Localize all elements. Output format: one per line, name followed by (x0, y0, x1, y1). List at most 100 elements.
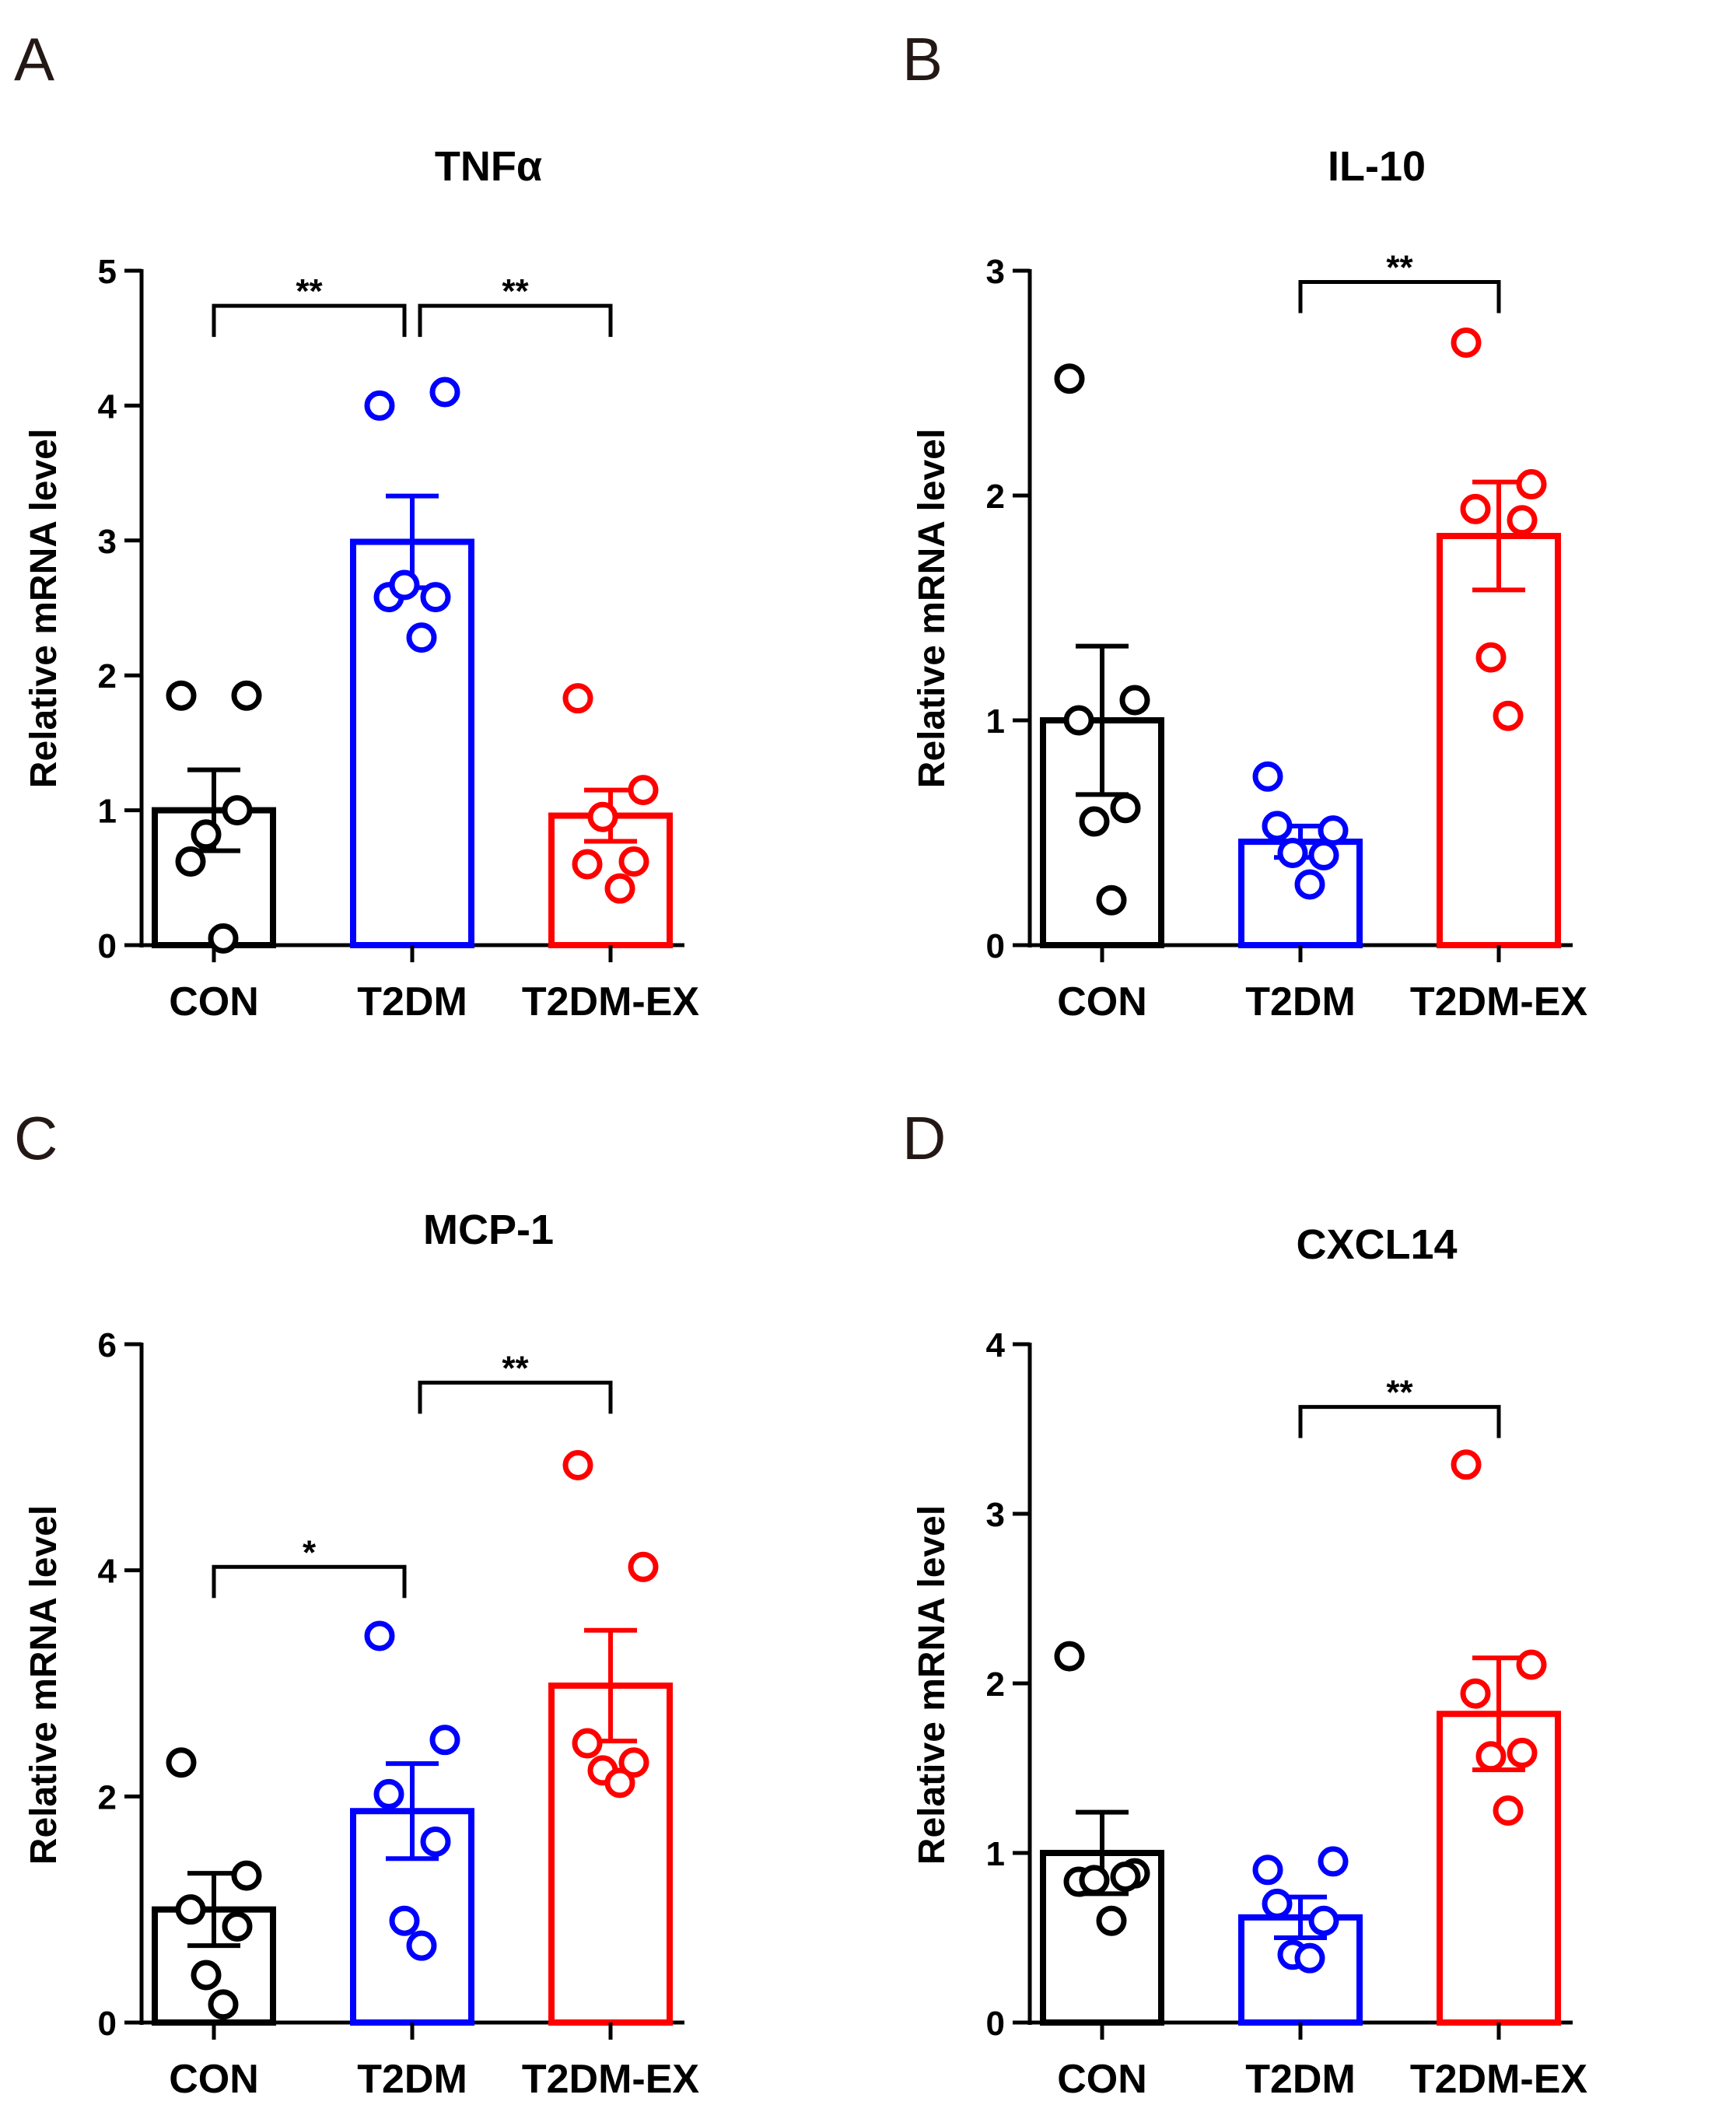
y-tick-label: 3 (986, 1496, 1005, 1534)
data-point (604, 1767, 635, 1799)
data-point (628, 1551, 659, 1582)
y-tick-label: 2 (98, 657, 117, 695)
bar-t2dm (350, 538, 474, 948)
data-point (1507, 505, 1538, 536)
data-point (1252, 761, 1283, 792)
significance-bracket (212, 303, 407, 338)
chart-title-d: CXCL14 (1296, 1221, 1457, 1268)
data-point (1277, 838, 1308, 869)
data-point (191, 1960, 222, 1991)
x-category-label: T2DM-EX (522, 979, 700, 1024)
x-category-label: CON (169, 979, 259, 1024)
data-point (1054, 363, 1085, 394)
y-tick-label: 5 (98, 253, 117, 291)
significance-bracket (212, 1564, 407, 1599)
data-point (562, 683, 593, 714)
y-axis-label-b: Relative mRNA level (912, 429, 953, 788)
data-point (364, 390, 395, 421)
y-tick-label: 4 (98, 1553, 117, 1591)
y-tick-label: 3 (986, 253, 1005, 291)
y-tick-label: 4 (986, 1326, 1006, 1364)
data-point (1318, 815, 1349, 846)
data-point (420, 582, 451, 613)
data-point (587, 801, 618, 832)
data-point (618, 846, 649, 877)
data-point (1110, 793, 1141, 824)
data-point (389, 1905, 420, 1936)
data-point (364, 1620, 395, 1651)
y-tick-label: 2 (986, 1665, 1005, 1704)
data-point (166, 680, 197, 711)
x-category-label: T2DM (1245, 2057, 1356, 2102)
data-point (1063, 705, 1094, 736)
data-point (166, 1747, 197, 1778)
panel-b: B IL-10 Relative mRNA level 0 1 2 3 CON T2DM T… (902, 25, 1587, 1024)
data-point (1475, 642, 1507, 673)
panel-letter-a: A (14, 25, 54, 93)
y-tick-label: 0 (986, 927, 1005, 965)
data-point (1475, 1741, 1507, 1772)
x-category-label: T2DM (357, 2057, 467, 2102)
panel-letter-b: B (902, 25, 943, 93)
data-point (618, 1747, 649, 1778)
data-point (1262, 811, 1293, 842)
data-point (231, 680, 262, 711)
y-tick-label: 2 (98, 1778, 117, 1816)
x-category-label: CON (1057, 2057, 1147, 2102)
y-tick-label: 1 (986, 1835, 1005, 1873)
significance-label: ** (1386, 248, 1413, 286)
data-point (429, 377, 460, 408)
y-tick-label: 0 (98, 2005, 117, 2043)
data-point (1119, 685, 1150, 716)
x-category-label: T2DM-EX (522, 2057, 700, 2102)
data-point (1516, 469, 1547, 500)
significance-label: ** (502, 272, 529, 310)
data-point (1262, 1888, 1293, 1919)
y-tick-label: 2 (986, 478, 1005, 516)
x-category-label: T2DM-EX (1410, 979, 1588, 1024)
x-category-label: T2DM (1245, 979, 1356, 1024)
significance-label: ** (502, 1349, 529, 1387)
data-point (420, 1826, 451, 1857)
data-point (1516, 1649, 1547, 1680)
y-tick-label: 6 (98, 1326, 117, 1364)
data-point (1460, 1678, 1491, 1709)
significance-bracket (418, 303, 613, 338)
significance-bracket (1298, 279, 1501, 313)
y-tick-label: 0 (98, 927, 117, 965)
data-point (572, 849, 603, 880)
data-point (1493, 700, 1524, 731)
data-point (1096, 884, 1127, 916)
data-point (1318, 1846, 1349, 1877)
data-point (628, 775, 659, 806)
data-point (222, 795, 253, 826)
x-category-label: T2DM-EX (1410, 2057, 1588, 2102)
data-point (1079, 1865, 1110, 1896)
chart-title-a: TNFα (435, 143, 542, 190)
x-category-label: CON (169, 2057, 259, 2102)
data-point (572, 1728, 603, 1759)
data-point (222, 1911, 253, 1942)
significance-bracket (418, 1380, 613, 1414)
data-point (406, 1930, 437, 1961)
data-point (208, 1989, 239, 2020)
data-point (429, 1725, 460, 1756)
chart-title-c: MCP-1 (423, 1207, 554, 1253)
panel-a: A TNFα Relative mRNA level 0 1 2 3 4 5 CON T2DM… (14, 25, 699, 1024)
y-axis-label-d: Relative mRNA level (912, 1505, 953, 1865)
data-point (389, 569, 420, 601)
panel-c: C MCP-1 Relative mRNA level 0 2 4 6 CON T2DM T… (14, 1104, 699, 2102)
y-tick-label: 4 (98, 387, 117, 426)
plot-area-b: 0 1 2 3 CON T2DM T2DM-EX ** (986, 248, 1588, 1024)
data-point (1308, 839, 1339, 870)
chart-title-b: IL-10 (1328, 143, 1426, 190)
bar-t2dm-ex (1437, 533, 1561, 948)
significance-bracket (1298, 1405, 1501, 1438)
data-point (373, 1778, 404, 1809)
y-axis-label-c: Relative mRNA level (23, 1505, 65, 1865)
data-point (406, 622, 437, 653)
y-tick-label: 3 (98, 523, 117, 561)
data-point (562, 1450, 593, 1481)
data-point (1079, 806, 1110, 837)
